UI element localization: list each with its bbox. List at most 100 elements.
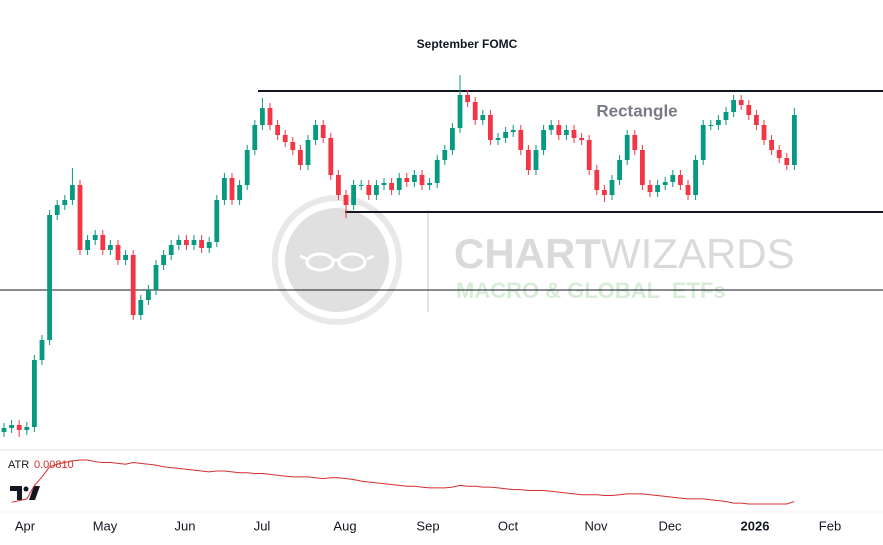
candle-body: [70, 185, 75, 200]
candle-body: [108, 245, 113, 250]
candle: [138, 295, 144, 320]
candle: [776, 145, 782, 163]
candle: [472, 97, 478, 125]
candle: [541, 125, 546, 155]
candle: [70, 168, 75, 205]
candle-body: [153, 265, 159, 290]
candle-body: [229, 178, 235, 200]
candle-body: [510, 130, 516, 132]
candle: [16, 420, 22, 437]
candle-body: [32, 360, 37, 427]
candle-body: [328, 138, 334, 175]
candle: [488, 110, 493, 145]
candle-body: [191, 240, 197, 245]
candle-body: [100, 235, 106, 250]
watermark-bold: CHART: [454, 230, 601, 277]
candle: [632, 130, 638, 155]
candle: [564, 125, 569, 140]
candle-body: [632, 135, 638, 150]
candle-body: [564, 130, 569, 135]
candle-body: [617, 160, 622, 180]
candle-body: [655, 185, 660, 192]
candle: [670, 170, 676, 187]
candle: [130, 250, 136, 320]
candle-body: [24, 427, 30, 430]
candle: [662, 177, 668, 190]
candle: [746, 100, 752, 120]
candle: [313, 120, 318, 145]
candle-body: [161, 255, 166, 265]
candle-body: [320, 125, 326, 138]
candle-body: [548, 125, 554, 130]
candle-body: [556, 125, 562, 135]
candle: [336, 170, 341, 200]
candle: [320, 120, 326, 143]
candle-body: [275, 125, 280, 135]
candle: [412, 170, 417, 187]
candle: [533, 145, 539, 175]
candle-body: [176, 240, 182, 245]
candle: [731, 95, 736, 117]
candle-body: [146, 290, 151, 300]
candle: [609, 175, 615, 200]
candle-body: [374, 185, 379, 195]
candle-body: [738, 100, 744, 105]
candle-body: [450, 128, 455, 150]
candle: [115, 240, 121, 265]
x-tick-label: Jun: [175, 518, 196, 533]
candle-body: [609, 180, 615, 195]
candle-body: [670, 175, 676, 182]
x-tick-label: Sep: [416, 518, 439, 533]
watermark-title: CHARTWIZARDS: [454, 230, 795, 277]
indicator-line: [11, 459, 795, 505]
candle: [480, 110, 486, 125]
candle-body: [168, 245, 174, 255]
annotation: September FOMC: [417, 37, 518, 51]
candle-body: [267, 108, 273, 125]
candle: [465, 90, 470, 107]
candle: [9, 420, 14, 433]
candle: [693, 155, 698, 200]
candle: [176, 235, 182, 250]
logo-ring: [272, 195, 402, 325]
candle: [769, 135, 774, 155]
candle: [343, 190, 349, 218]
candle-body: [298, 150, 303, 165]
candle: [434, 155, 440, 188]
candle-body: [16, 425, 22, 430]
candle-body: [206, 242, 212, 248]
candle: [366, 180, 372, 200]
candle: [510, 125, 516, 137]
candle-body: [358, 185, 364, 186]
candle: [168, 240, 174, 260]
x-tick-label: Nov: [584, 518, 608, 533]
candle-body: [138, 300, 144, 315]
candle: [503, 127, 508, 143]
candle: [396, 173, 402, 195]
candle: [358, 180, 364, 190]
candle: [32, 355, 37, 432]
candle-body: [693, 160, 698, 195]
candle: [351, 180, 356, 210]
candle-body: [662, 182, 668, 185]
candle-body: [769, 140, 774, 150]
candle-body: [541, 130, 546, 150]
logo-glasses: [299, 252, 375, 272]
candle-body: [495, 138, 501, 140]
candle: [184, 235, 189, 250]
candle-body: [640, 150, 645, 185]
candle: [100, 230, 106, 255]
candle: [723, 107, 729, 125]
candle-body: [1, 428, 7, 432]
candle: [716, 115, 721, 130]
candle-body: [199, 240, 204, 248]
candle-body: [594, 170, 600, 190]
candle-body: [237, 185, 242, 200]
candle: [328, 133, 334, 180]
candle: [191, 235, 197, 250]
candle: [548, 120, 554, 135]
candle: [579, 133, 584, 145]
candle-body: [366, 185, 372, 195]
